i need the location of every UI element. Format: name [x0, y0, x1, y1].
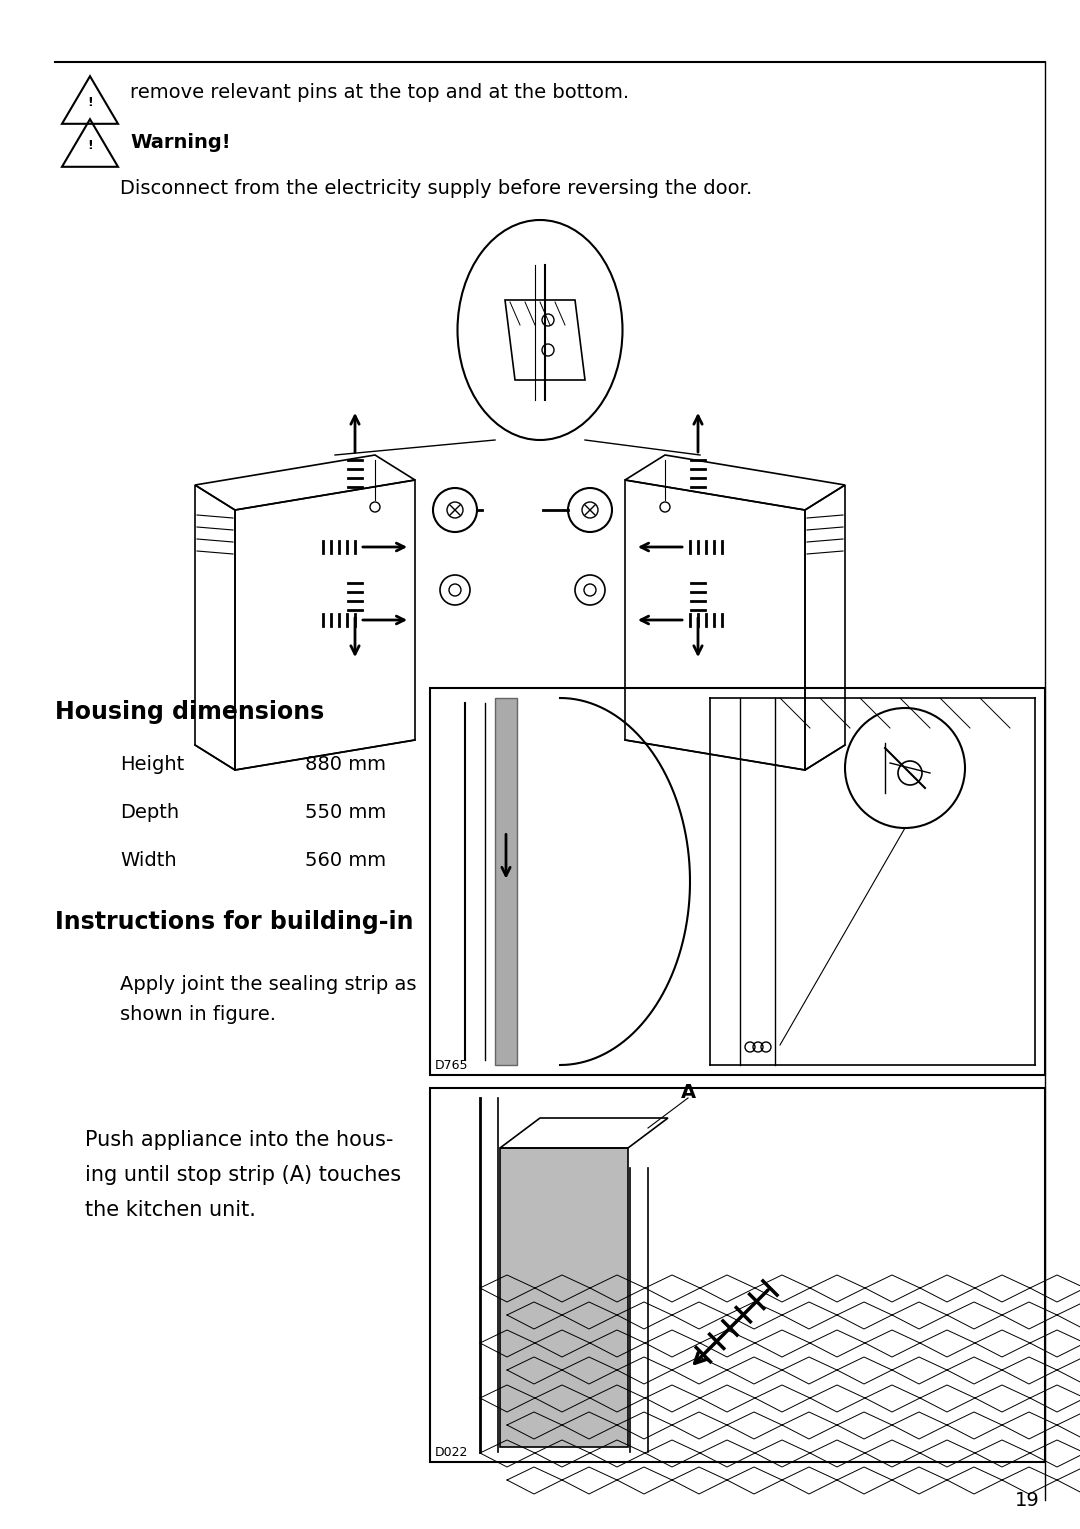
- Text: D765: D765: [435, 1060, 469, 1072]
- Text: 19: 19: [1015, 1491, 1040, 1511]
- Bar: [500, 1148, 627, 1446]
- Text: 560 mm: 560 mm: [305, 852, 387, 870]
- Text: remove relevant pins at the top and at the bottom.: remove relevant pins at the top and at t…: [130, 84, 630, 102]
- Text: Warning!: Warning!: [130, 133, 231, 153]
- Text: !: !: [87, 139, 93, 153]
- Bar: [495, 699, 517, 1066]
- Text: Housing dimensions: Housing dimensions: [55, 700, 324, 725]
- Text: ing until stop strip (A) touches: ing until stop strip (A) touches: [85, 1165, 401, 1185]
- Bar: [430, 1089, 1045, 1462]
- Text: A: A: [680, 1084, 696, 1102]
- Text: 550 mm: 550 mm: [305, 803, 387, 823]
- Bar: [430, 688, 1045, 1075]
- Text: Width: Width: [120, 852, 177, 870]
- Text: !: !: [87, 96, 93, 109]
- Text: Disconnect from the electricity supply before reversing the door.: Disconnect from the electricity supply b…: [120, 179, 753, 197]
- Text: 880 mm: 880 mm: [305, 755, 386, 774]
- Text: Apply joint the sealing strip as: Apply joint the sealing strip as: [120, 976, 417, 994]
- Text: shown in figure.: shown in figure.: [120, 1005, 276, 1024]
- Text: Depth: Depth: [120, 803, 179, 823]
- Text: the kitchen unit.: the kitchen unit.: [85, 1200, 256, 1220]
- Text: Push appliance into the hous-: Push appliance into the hous-: [85, 1130, 393, 1150]
- Text: Instructions for building-in: Instructions for building-in: [55, 910, 414, 934]
- Text: Height: Height: [120, 755, 185, 774]
- Text: D022: D022: [435, 1446, 469, 1459]
